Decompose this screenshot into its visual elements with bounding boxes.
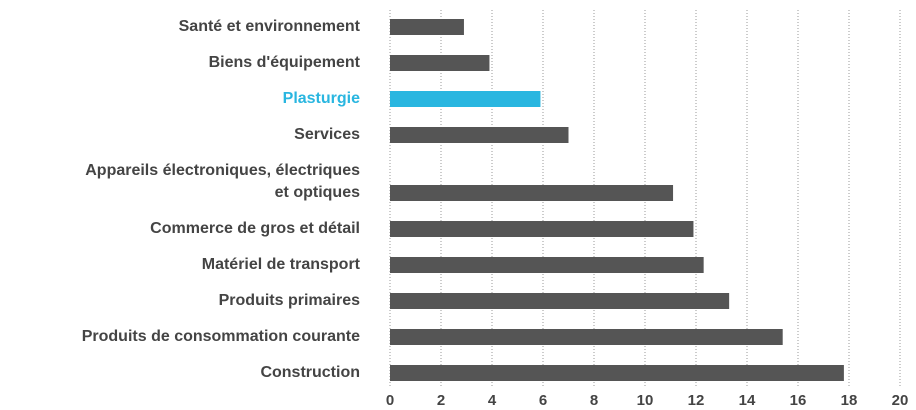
x-tick-label: 14 <box>739 392 756 409</box>
x-tick-label: 12 <box>688 392 705 409</box>
x-tick-label: 8 <box>590 392 598 409</box>
bar <box>390 127 569 143</box>
category-label: Commerce de gros et détail <box>150 220 360 237</box>
category-label: Matériel de transport <box>201 256 360 273</box>
bar <box>390 19 464 35</box>
x-tick-label: 20 <box>892 392 909 409</box>
x-tick-label: 0 <box>386 392 394 409</box>
bar <box>390 91 541 107</box>
bar <box>390 257 704 273</box>
category-label: Services <box>294 126 360 143</box>
bar <box>390 185 674 201</box>
category-label: Plasturgie <box>282 90 360 107</box>
bar <box>390 365 844 381</box>
bar <box>390 221 694 237</box>
x-tick-label: 2 <box>437 392 445 409</box>
bar <box>390 329 783 345</box>
category-label: Santé et environnement <box>178 18 360 35</box>
category-label: Appareils électroniques, électriques et … <box>85 162 360 201</box>
x-tick-label: 16 <box>790 392 807 409</box>
category-label: Produits de consommation courante <box>81 328 360 345</box>
x-tick-label: 10 <box>637 392 654 409</box>
bar <box>390 55 490 71</box>
category-label: Construction <box>260 364 360 381</box>
category-label: Biens d'équipement <box>208 54 360 71</box>
bar <box>390 293 730 309</box>
x-tick-label: 18 <box>841 392 858 409</box>
x-tick-label: 6 <box>539 392 547 409</box>
x-tick-label: 4 <box>488 392 497 409</box>
category-label: Produits primaires <box>218 292 360 309</box>
